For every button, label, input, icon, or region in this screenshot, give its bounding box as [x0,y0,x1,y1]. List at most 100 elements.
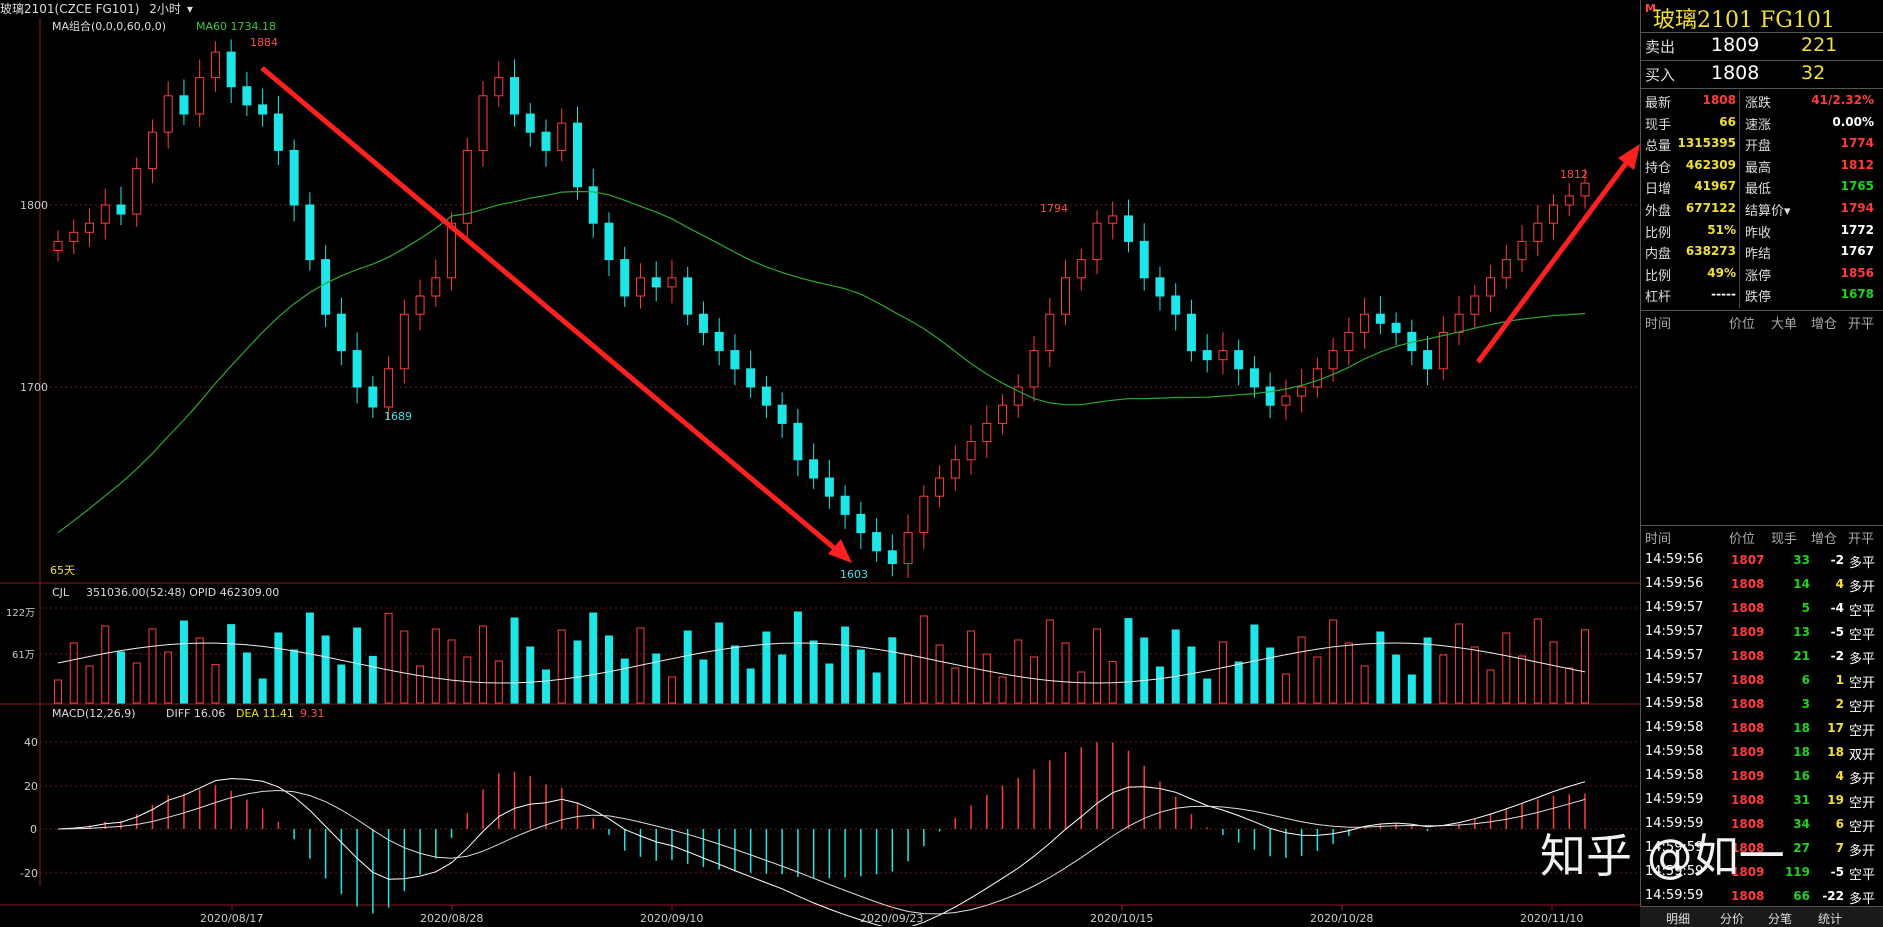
stat-label: 结算价▾ [1745,204,1791,219]
volume-bar [1360,665,1369,704]
column-header: 开平 [1848,317,1875,332]
candle [872,532,882,552]
date-label: 2020/09/23 [860,912,923,925]
tick-time: 14:59:59 [1645,888,1704,903]
volume-bar [195,637,204,704]
stat-label: 最新 [1645,96,1672,111]
tab-3[interactable]: 统计 [1818,912,1843,926]
tick-price: 1809 [1731,769,1765,783]
kline-chart[interactable]: 1800 1700 122万 61万 40 20 0 -20 MA组合(0,0,… [0,18,1640,926]
candle [510,77,520,115]
tick-type: 空平 [1849,868,1876,883]
stat-label: 比例 [1645,268,1672,284]
volume-bar [573,640,582,704]
volume-bar [1077,671,1086,704]
ma-indicator-label[interactable]: MA组合(0,0,0,60,0,0) [52,19,166,33]
tick-type: 多开 [1849,580,1876,595]
candle [1423,350,1433,370]
macd-diff-label: DIFF 16.06 [166,707,225,720]
stat-label: 昨收 [1745,225,1772,241]
candle [494,77,504,97]
macd-dea-line [57,789,1586,915]
period-selector[interactable]: 2小时 ▾ [149,2,199,16]
tick-type: 空平 [1849,604,1876,619]
buy-label: 买入 [1645,66,1676,84]
candle [935,477,945,497]
tab-0[interactable]: 明细 [1666,912,1691,926]
tick-change: 7 [1835,841,1844,855]
volume-ma-line [57,642,1586,684]
tab-2[interactable]: 分笔 [1768,912,1793,926]
buy-price: 1808 [1711,62,1760,84]
volume-bar [1533,618,1542,704]
tick-volume: 3 [1801,697,1810,711]
candle [352,350,362,388]
stat-row: 比例 51% 昨收 1772 [1641,222,1883,246]
candle [116,204,126,215]
date-label: 2020/08/17 [200,912,263,925]
volume-bar [542,669,551,704]
volume-bar [1218,641,1227,704]
tab-1[interactable]: 分价 [1720,912,1745,926]
tick-time: 14:59:57 [1645,672,1704,687]
candle [336,313,346,352]
stat-row: 现手 66 速涨 0.00% [1641,114,1883,138]
tick-price: 1808 [1731,577,1765,591]
volume-bar [1581,629,1589,704]
stat-label: 涨停 [1745,268,1772,284]
volume-bar [321,635,330,704]
tick-price: 1808 [1731,601,1765,615]
column-header: 现手 [1771,532,1798,547]
stat-label: 最低 [1745,182,1772,198]
tick-volume: 18 [1793,721,1810,735]
volume-bar [384,612,393,704]
tick-time: 14:59:57 [1645,624,1704,639]
tick-volume: 5 [1801,601,1810,615]
candle [698,313,708,333]
ma60-value-label: MA60 1734.18 [196,20,276,33]
stat-label: 最高 [1745,160,1772,176]
column-header: 价位 [1729,317,1756,332]
candle [683,277,693,315]
stat-row: 最新 1808 涨跌 41/2.32% [1641,92,1883,116]
volume-bar [620,658,629,704]
date-label: 2020/10/15 [1090,912,1153,925]
candle [384,368,394,408]
candle [620,259,630,297]
candle [1029,350,1039,388]
tick-price: 1808 [1731,889,1765,903]
volume-bar [85,665,94,704]
tick-change: -5 [1830,865,1844,879]
candle [195,77,205,115]
tick-change: 4 [1835,769,1844,783]
candle [1234,350,1244,370]
stat-row: 持仓 462309 最高 1812 [1641,157,1883,181]
volume-bar [101,625,110,704]
sell-price: 1809 [1711,34,1760,56]
candle [305,204,315,261]
divider [1641,310,1883,311]
volume-bar [762,631,771,704]
volume-tick-mid: 61万 [12,650,35,661]
macd-indicator-label[interactable]: MACD(12,26,9) [52,707,136,720]
candle [557,122,567,151]
candle [1470,295,1480,315]
candle [163,95,173,133]
panel-tabs: 明细 分价 分笔 统计 [1640,906,1883,927]
tick-type: 空开 [1849,724,1876,739]
tick-change: -22 [1822,889,1844,903]
candle [1139,240,1149,279]
volume-bar [557,629,566,704]
volume-bar [305,612,314,704]
stat-label: 比例 [1645,225,1672,241]
tick-type: 多开 [1849,772,1876,787]
tick-time: 14:59:56 [1645,552,1704,567]
tick-change: 1 [1835,673,1844,687]
tick-change: 18 [1827,745,1844,759]
volume-indicator-label[interactable]: CJL [52,586,70,599]
candle [368,386,378,408]
volume-bar [416,665,425,704]
volume-bar [479,625,488,704]
volume-bar [856,649,865,704]
volume-bar [982,653,991,704]
